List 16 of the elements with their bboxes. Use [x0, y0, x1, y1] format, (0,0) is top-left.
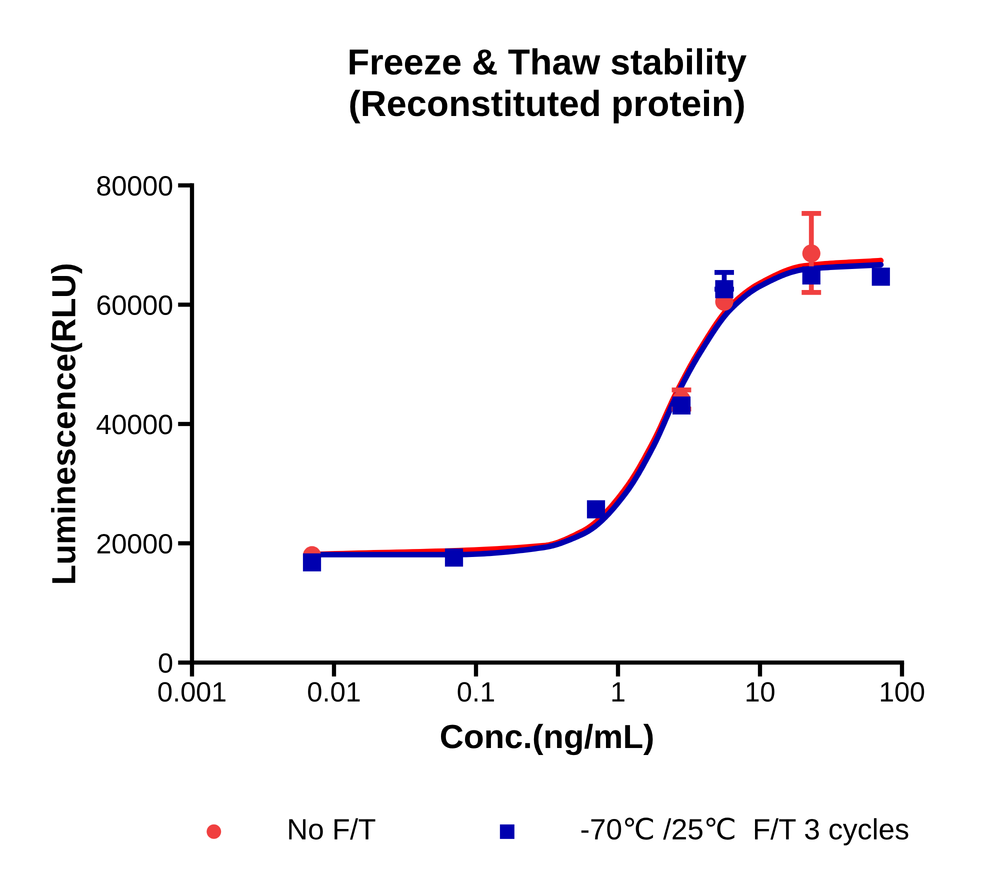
legend-label: -70℃ /25℃ F/T 3 cycles — [581, 818, 908, 846]
y-tick-label: 0 — [158, 653, 172, 673]
x-tick-label: 100 — [880, 682, 924, 702]
y-tick-label: 40000 — [96, 414, 172, 434]
chart-title: Freeze & Thaw stability (Reconstituted protein) — [350, 48, 746, 124]
x-tick-label: 0.01 — [308, 682, 360, 702]
x-axis-title: Conc.(ng/mL) — [440, 724, 653, 756]
x-tick-label: 0.1 — [458, 682, 494, 702]
y-axis-title: Luminescence(RLU) — [51, 264, 82, 583]
y-tick-label: 20000 — [97, 534, 172, 554]
x-tick-label: 0.001 — [158, 682, 226, 702]
x-tick-label: 10 — [746, 682, 774, 702]
y-tick-label: 80000 — [97, 176, 172, 196]
x-tick-label: 1 — [612, 682, 624, 702]
y-tick-label: 60000 — [97, 295, 172, 316]
legend-label: No F/T — [289, 818, 376, 840]
